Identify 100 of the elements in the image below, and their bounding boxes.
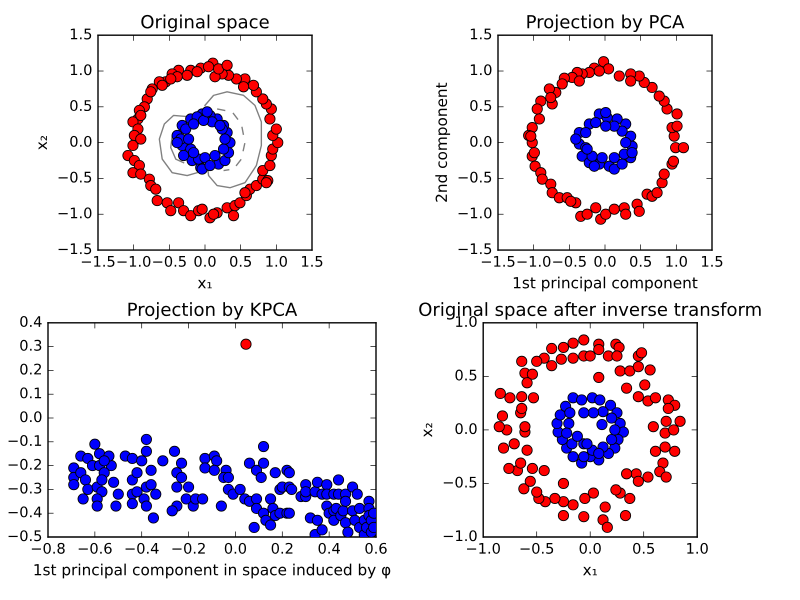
point — [616, 158, 628, 170]
x-tick-label: 0.4 — [318, 542, 340, 554]
point — [590, 117, 602, 128]
y-tick-label: −1.0 — [58, 207, 92, 218]
x-tick-label: 0.5 — [230, 256, 251, 267]
x-tick-label: 1.0 — [266, 256, 287, 267]
x-tick-label: −0.4 — [126, 542, 159, 554]
chart-title: Projection by PCA — [527, 14, 684, 32]
point — [600, 106, 612, 118]
point — [608, 164, 620, 175]
y-tick-label: −0.2 — [8, 458, 41, 470]
y-tick-label: −1.0 — [458, 207, 492, 218]
x-tick-label: 0.6 — [365, 542, 387, 554]
y-tick-label: −0.5 — [8, 530, 42, 542]
point — [198, 114, 210, 126]
point — [568, 451, 579, 462]
x-tick-label: 0.0 — [594, 256, 616, 267]
point — [566, 438, 578, 450]
point — [214, 120, 226, 132]
y-tick-label: −1.5 — [58, 243, 92, 254]
x-tick-label: 0.5 — [633, 542, 654, 554]
point — [616, 126, 628, 137]
x-axis-title: x₁ — [198, 280, 212, 288]
point — [609, 424, 620, 436]
y-axis-title: x₂ — [424, 423, 432, 438]
point — [620, 137, 632, 148]
point — [209, 150, 221, 162]
y-tick-label: −0.5 — [444, 476, 476, 488]
x-tick-label: −1.0 — [118, 256, 150, 267]
point — [564, 407, 576, 418]
y-tick-label: 0.1 — [20, 387, 42, 398]
y-tick-label: 1.0 — [470, 64, 492, 76]
chart-title: Projection by KPCA — [128, 302, 298, 320]
point — [593, 448, 604, 460]
point — [578, 451, 590, 462]
point — [204, 160, 216, 172]
x-tick-label: −0.8 — [32, 542, 65, 554]
point — [172, 137, 183, 148]
y-tick-label: −0.5 — [58, 172, 92, 183]
y-tick-label: 1.5 — [70, 28, 92, 40]
point — [608, 152, 620, 164]
point — [580, 127, 592, 138]
point — [576, 394, 588, 406]
x-tick-label: 0.0 — [194, 256, 216, 267]
x-axis-title: 1st principal component in space induced by φ — [34, 564, 390, 578]
point — [596, 418, 608, 430]
x-tick-label: 1.5 — [702, 256, 722, 267]
x-tick-label: −0.5 — [153, 256, 186, 267]
point — [202, 106, 213, 118]
point — [600, 120, 612, 132]
y-tick-label: 0.5 — [470, 100, 492, 112]
y-tick-label: 0.4 — [20, 316, 42, 328]
y-tick-label: 0.5 — [70, 100, 92, 112]
x-tick-label: 0.0 — [580, 542, 601, 554]
y-tick-label: 0.0 — [70, 136, 92, 147]
y-tick-label: −0.3 — [8, 482, 42, 494]
x-axis-title: x₁ — [583, 566, 597, 576]
point — [606, 412, 618, 424]
point — [183, 133, 194, 145]
y-axis-title: 2nd component — [435, 82, 450, 202]
x-tick-label: −0.5 — [553, 256, 586, 267]
point — [219, 133, 231, 145]
point — [554, 409, 566, 420]
point — [604, 400, 616, 411]
y-tick-label: −0.1 — [8, 435, 42, 446]
x-tick-label: 1.5 — [302, 256, 322, 267]
point — [570, 133, 582, 145]
point — [563, 418, 574, 430]
point — [199, 152, 211, 164]
y-tick-label: 0.0 — [470, 136, 492, 147]
point — [578, 407, 590, 418]
x-tick-label: −1.5 — [482, 256, 514, 267]
y-tick-label: −1.5 — [458, 243, 492, 254]
point — [588, 160, 600, 172]
x-tick-label: 0.0 — [224, 542, 246, 554]
chart-title: Original space — [141, 14, 269, 32]
point — [218, 143, 230, 155]
point — [561, 428, 572, 439]
point — [551, 418, 563, 430]
y-tick-label: −1.0 — [444, 530, 477, 542]
point — [596, 152, 608, 164]
y-tick-label: 1.5 — [470, 28, 492, 40]
y-tick-label: 0.0 — [20, 411, 42, 422]
y-tick-label: 1.0 — [70, 64, 92, 76]
y-axis-title: x₂ — [38, 136, 47, 150]
x-tick-label: −1.5 — [82, 256, 114, 267]
x-tick-label: −1.0 — [518, 256, 550, 267]
x-axis-title: 1st principal component — [514, 276, 698, 292]
point — [180, 123, 192, 135]
point — [572, 430, 583, 442]
x-tick-label: 1.0 — [666, 256, 687, 267]
x-tick-label: 0.2 — [272, 542, 292, 554]
x-tick-label: 0.5 — [630, 256, 651, 267]
point — [188, 147, 200, 158]
point — [188, 118, 200, 130]
y-tick-label: −0.5 — [458, 172, 492, 183]
x-tick-label: −0.6 — [78, 542, 112, 554]
y-tick-label: −0.4 — [8, 506, 42, 518]
point — [588, 407, 599, 418]
y-tick-label: 0.5 — [455, 370, 476, 381]
